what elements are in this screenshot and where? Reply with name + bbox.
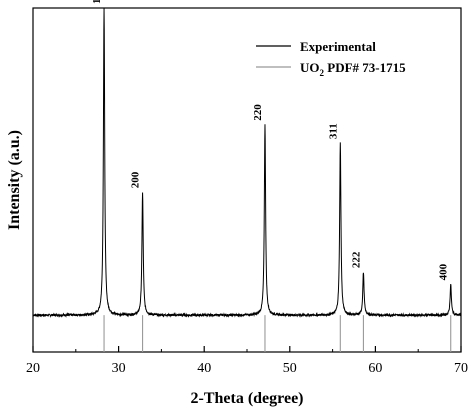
reference-sticks [103, 315, 452, 352]
x-tick-label: 60 [368, 361, 382, 376]
legend-ref-main: UO [300, 60, 320, 75]
y-axis-title: Intensity (a.u.) [6, 130, 23, 230]
peak-label: 222 [350, 251, 362, 268]
experimental-line [32, 8, 462, 319]
legend-label-experimental: Experimental [300, 39, 376, 54]
legend-ref-sub: 2 [320, 68, 325, 78]
peak-label: 111 [91, 0, 103, 4]
x-axis-ticks: 20 30 40 50 60 70 [26, 346, 468, 376]
legend-ref-rest: PDF# 73-1715 [324, 60, 406, 75]
peak-label: 220 [252, 104, 264, 121]
x-tick-label: 70 [454, 361, 468, 376]
x-tick-label: 50 [283, 361, 297, 376]
legend-label-reference: UO2 PDF# 73-1715 [300, 60, 406, 78]
x-tick-label: 20 [26, 361, 40, 376]
x-tick-label: 40 [197, 361, 211, 376]
peak-label: 311 [327, 123, 339, 139]
peak-label: 200 [130, 171, 142, 188]
x-tick-label: 30 [112, 361, 126, 376]
peak-labels: 111 200 220 311 222 400 [91, 0, 450, 280]
peak-label: 400 [438, 263, 450, 280]
x-axis-title: 2-Theta (degree) [191, 390, 304, 407]
experimental-series [32, 8, 462, 319]
legend: Experimental UO2 PDF# 73-1715 [256, 39, 406, 78]
